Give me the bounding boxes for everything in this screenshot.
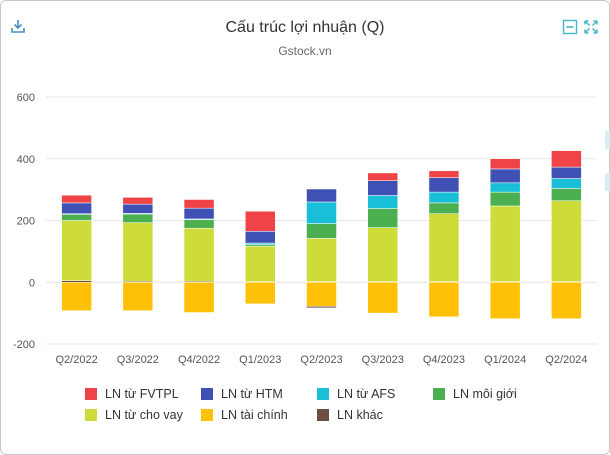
bar-segment <box>245 282 276 305</box>
bar-segment <box>306 238 337 282</box>
bar-segment <box>551 150 582 168</box>
bar-segment <box>245 231 276 244</box>
bar-segment <box>122 213 154 223</box>
download-icon[interactable] <box>10 18 26 39</box>
minimize-icon[interactable] <box>562 19 578 40</box>
bar-segment <box>61 202 92 214</box>
bar-segment <box>183 207 215 220</box>
bar-segment <box>61 282 92 311</box>
legend-item-taichinh[interactable]: LN tài chính <box>201 408 317 422</box>
bar-segment <box>428 177 460 193</box>
bar-segment <box>306 223 337 239</box>
bar-segment <box>183 199 215 209</box>
legend-label: LN môi giới <box>453 387 517 401</box>
x-tick-label: Q2/2023 <box>300 354 342 366</box>
bar-segment <box>245 245 276 282</box>
legend-label: LN khác <box>337 408 383 422</box>
legend-item-moigioi[interactable]: LN môi giới <box>433 387 549 401</box>
bar-segment <box>428 202 460 214</box>
legend-item-chovay[interactable]: LN từ cho vay <box>85 408 201 422</box>
legend-item-khac[interactable]: LN khác <box>317 408 433 422</box>
x-tick-label: Q4/2022 <box>178 354 220 366</box>
legend-swatch <box>201 388 213 400</box>
y-tick-label: 0 <box>29 277 35 289</box>
bar-segment <box>306 306 337 309</box>
bar-segment <box>367 208 398 228</box>
bar-segment <box>61 194 92 204</box>
bar-segment <box>122 282 154 311</box>
chart-legend: LN từ FVTPL LN từ HTM LN từ AFS LN môi g… <box>85 387 565 422</box>
bar-segment <box>122 197 154 205</box>
expand-icon[interactable] <box>583 19 599 40</box>
legend-item-afs[interactable]: LN từ AFS <box>317 387 433 401</box>
bar-segment <box>367 227 398 282</box>
chart-title: Cấu trúc lợi nhuận (Q) <box>225 19 385 36</box>
bar-segment <box>489 168 521 184</box>
bar-segment <box>428 213 460 282</box>
bar-segment <box>367 282 398 314</box>
bar-segment <box>551 282 582 319</box>
scroll-marker <box>605 131 610 149</box>
x-tick-label: Q4/2023 <box>423 354 465 366</box>
legend-label: LN tài chính <box>221 408 288 422</box>
legend-item-htm[interactable]: LN từ HTM <box>201 387 317 401</box>
y-tick-label: 200 <box>17 216 35 228</box>
x-tick-label: Q1/2024 <box>484 354 526 366</box>
bar-segment <box>551 166 582 179</box>
legend-swatch <box>317 409 329 421</box>
bar-segment <box>551 200 582 282</box>
legend-swatch <box>85 409 97 421</box>
bar-segment <box>489 205 521 282</box>
bar-segment <box>61 220 92 281</box>
legend-swatch <box>317 388 329 400</box>
bar-segment <box>489 182 521 193</box>
bar-segment <box>489 282 521 319</box>
y-tick-label: 400 <box>17 154 35 166</box>
chart-subtitle: Gstock.vn <box>278 44 332 58</box>
bar-segment <box>61 214 92 221</box>
stacked-bar-chart: -200 0 200 400 600 Q2/2022 Q3/2022 Q4/2022 Q1/20… <box>13 92 597 366</box>
bar-segment <box>183 219 215 229</box>
legend-swatch <box>433 388 445 400</box>
x-tick-label: Q3/2022 <box>117 354 159 366</box>
legend-label: LN từ FVTPL <box>105 387 179 401</box>
legend-item-fvtpl[interactable]: LN từ FVTPL <box>85 387 201 401</box>
legend-label: LN từ cho vay <box>105 408 183 422</box>
bar-segment <box>306 282 337 307</box>
x-tick-label: Q2/2022 <box>56 354 98 366</box>
scroll-marker <box>605 173 610 191</box>
bar-segment <box>551 188 582 201</box>
bar-segment <box>367 180 398 196</box>
bar-segment <box>367 172 398 181</box>
x-tick-label: Q1/2023 <box>239 354 281 366</box>
bar-segment <box>428 170 460 178</box>
bar-segment <box>428 191 460 204</box>
bar-segment <box>245 210 276 232</box>
legend-swatch <box>85 388 97 400</box>
bar-segment <box>367 195 398 209</box>
legend-label: LN từ AFS <box>337 387 396 401</box>
bar-segment <box>122 222 154 282</box>
bar-segment <box>183 282 215 313</box>
bar-segment <box>183 227 215 282</box>
bar-segment <box>489 191 521 207</box>
bar-segment <box>489 158 521 170</box>
y-tick-label: -200 <box>13 339 35 351</box>
y-tick-label: 600 <box>17 92 35 104</box>
legend-swatch <box>201 409 213 421</box>
bar-segment <box>551 178 582 189</box>
bar-segment <box>122 203 154 214</box>
bar-segment <box>428 282 460 318</box>
bar-segment <box>306 188 337 203</box>
x-tick-label: Q2/2024 <box>545 354 587 366</box>
x-tick-label: Q3/2023 <box>362 354 404 366</box>
legend-label: LN từ HTM <box>221 387 283 401</box>
bar-segment <box>306 201 337 224</box>
